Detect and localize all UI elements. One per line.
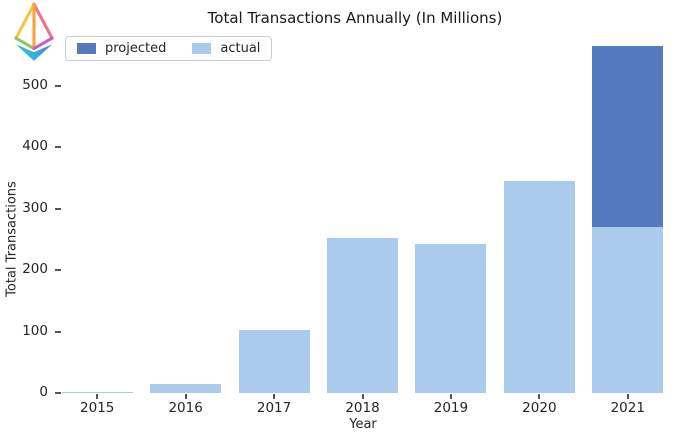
x-tick-mark-2018	[361, 394, 364, 399]
y-tick-label-500: 500	[22, 76, 48, 93]
x-tick-mark-2021	[626, 394, 629, 399]
x-tick-label-2018: 2018	[345, 400, 380, 416]
bar-actual-2021	[592, 226, 664, 393]
legend: projected actual	[65, 36, 273, 61]
bar-actual-2018	[327, 238, 398, 393]
bar-projected-2021	[592, 45, 664, 227]
y-tick-label-400: 400	[22, 138, 48, 154]
x-tick-label-2016: 2016	[168, 400, 203, 416]
y-tick-label-200: 200	[22, 261, 48, 277]
y-tick-label-0: 0	[39, 384, 48, 400]
bar-actual-2019	[415, 243, 487, 393]
y-tick-mark-200	[55, 269, 61, 271]
legend-swatch-projected	[77, 43, 96, 54]
x-tick-label-2019: 2019	[433, 400, 469, 416]
y-tick-mark-400	[55, 146, 61, 148]
legend-label-actual: actual	[220, 41, 261, 56]
legend-item-actual: actual	[192, 41, 260, 56]
x-tick-mark-2017	[273, 394, 276, 399]
x-axis-label: Year	[349, 417, 377, 432]
x-tick-mark-2016	[184, 394, 187, 399]
x-tick-label-2015: 2015	[80, 400, 115, 416]
bar-actual-2020	[503, 180, 575, 393]
x-tick-mark-2019	[449, 394, 452, 399]
ethereum-rainbow-icon	[14, 2, 54, 61]
y-tick-mark-100	[55, 330, 61, 333]
chart-title: Total Transactions Annually (In Millions…	[207, 9, 503, 27]
y-tick-label-300: 300	[22, 199, 48, 216]
x-tick-mark-2020	[538, 394, 541, 399]
bar-actual-2016	[150, 384, 222, 393]
x-tick-label-2021: 2021	[610, 400, 645, 416]
bar-actual-2015	[61, 391, 133, 393]
x-tick-label-2017: 2017	[256, 400, 292, 416]
y-tick-mark-0	[55, 392, 61, 394]
y-tick-mark-500	[55, 84, 61, 87]
legend-swatch-actual	[192, 43, 212, 54]
y-tick-mark-300	[55, 207, 61, 210]
legend-item-projected: projected	[77, 41, 166, 56]
x-tick-label-2020: 2020	[522, 400, 557, 416]
legend-label-projected: projected	[105, 41, 167, 56]
y-tick-label-100: 100	[22, 322, 48, 339]
x-tick-mark-2015	[96, 394, 99, 399]
bar-actual-2017	[238, 329, 310, 393]
